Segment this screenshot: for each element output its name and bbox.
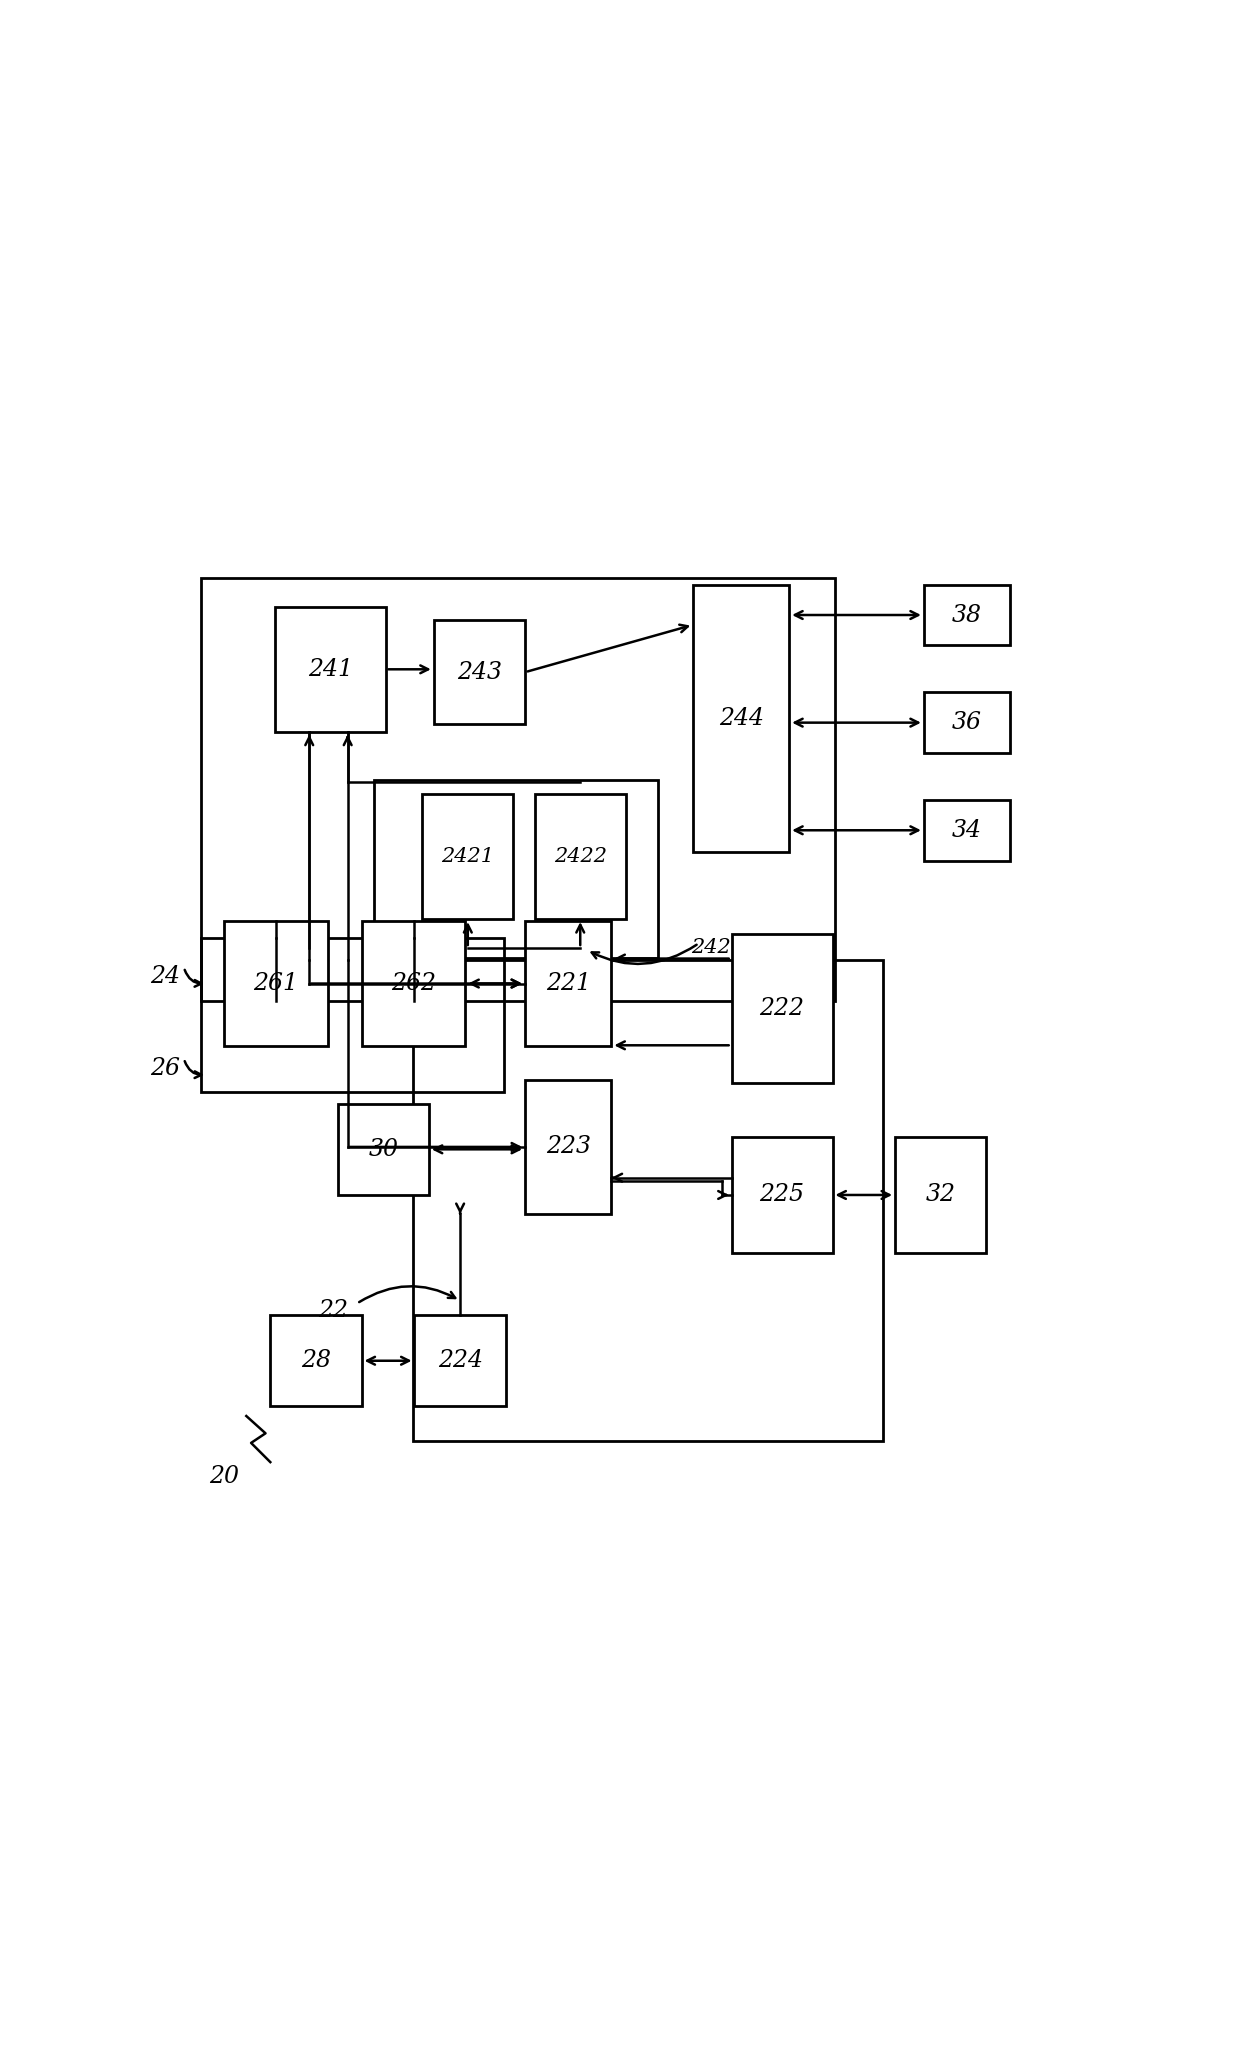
Text: 242: 242 [691,938,730,957]
Bar [924,801,1011,860]
Bar [434,619,525,724]
Text: 38: 38 [952,603,982,626]
Bar [374,780,657,957]
Text: 30: 30 [368,1138,398,1161]
Text: 32: 32 [925,1183,956,1206]
Text: 221: 221 [546,971,590,996]
Bar [525,922,611,1045]
Bar [924,584,1011,646]
Text: 241: 241 [308,659,353,681]
Text: 2421: 2421 [441,848,495,866]
Bar [895,1138,986,1253]
Bar [525,1080,611,1214]
Text: 224: 224 [438,1350,482,1373]
Text: 20: 20 [210,1465,239,1488]
Text: 34: 34 [952,819,982,842]
Text: 223: 223 [546,1136,590,1159]
Text: 261: 261 [254,971,299,996]
Bar [732,934,832,1083]
Text: 243: 243 [456,661,502,683]
Text: 22: 22 [317,1299,347,1321]
Text: 36: 36 [952,712,982,735]
Bar [224,922,327,1045]
Text: 24: 24 [150,965,180,988]
Bar [413,961,883,1441]
Bar [201,938,503,1093]
Text: 262: 262 [391,971,436,996]
Bar [414,1315,506,1406]
Bar [924,691,1011,753]
Bar [693,584,790,852]
Bar [275,607,386,733]
Text: 28: 28 [301,1350,331,1373]
Text: 225: 225 [760,1183,805,1206]
Bar [337,1103,429,1196]
Bar [534,794,626,920]
Text: 244: 244 [719,706,764,731]
Text: 222: 222 [760,996,805,1019]
Bar [362,922,465,1045]
Bar [732,1138,832,1253]
Bar [270,1315,362,1406]
Text: 26: 26 [150,1056,180,1080]
Text: 2422: 2422 [554,848,606,866]
Bar [201,578,836,1000]
Bar [422,794,513,920]
